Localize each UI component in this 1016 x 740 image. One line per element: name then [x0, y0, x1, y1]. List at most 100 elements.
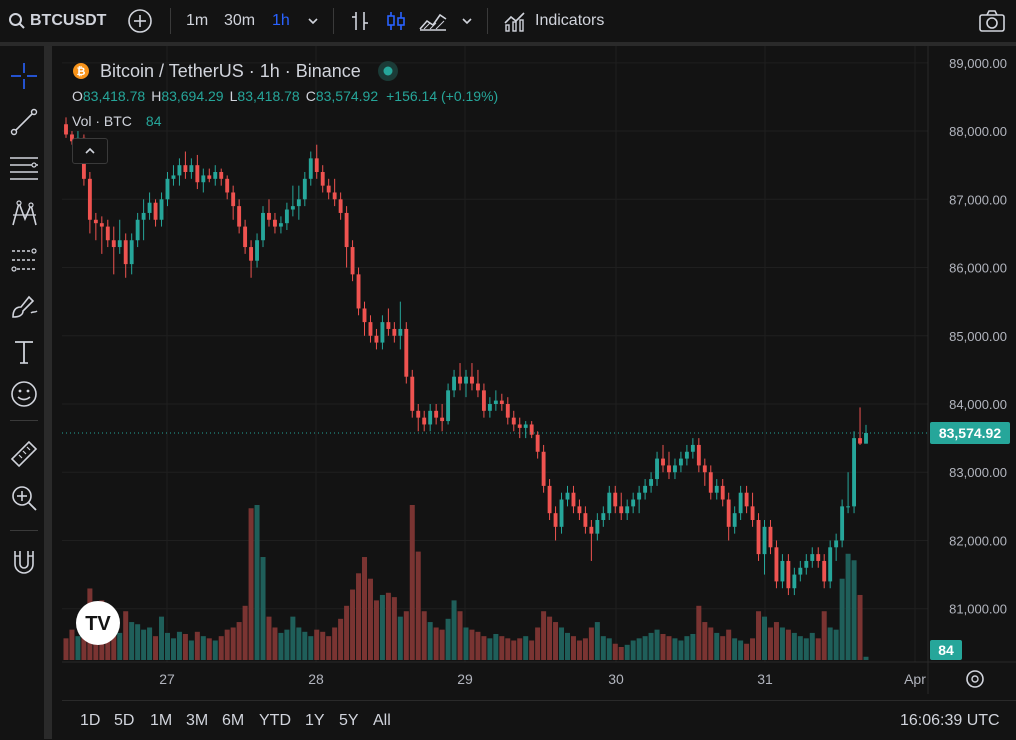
pattern-tool[interactable]	[6, 196, 42, 232]
high-value: 83,694.29	[161, 88, 224, 104]
collapse-legend-button[interactable]	[72, 138, 108, 164]
candle-body	[117, 240, 122, 248]
range-3m[interactable]: 3M	[186, 701, 208, 740]
volume-bar	[63, 638, 69, 660]
tradingview-logo-circle	[76, 601, 120, 645]
change-value: +156.14 (+0.19%)	[386, 88, 499, 104]
magnet-tool[interactable]	[6, 544, 42, 580]
close-value: 83,574.92	[315, 88, 379, 104]
prediction-tool[interactable]	[6, 242, 42, 278]
legend-volume-row[interactable]: Vol · BTC 84	[72, 108, 498, 134]
measure-tool[interactable]	[6, 436, 42, 472]
candle-body	[308, 158, 313, 179]
candle-body	[428, 410, 433, 425]
text-tool[interactable]	[6, 334, 42, 370]
emoji-tool[interactable]	[6, 376, 42, 412]
volume-bar	[654, 629, 660, 660]
volume-value: 84	[145, 113, 162, 129]
price-chart[interactable]: 89,000.00 88,000.00 87,000.00 86,000.00 85,0…	[62, 46, 1016, 694]
candle-body	[816, 554, 821, 561]
pattern-icon	[12, 200, 37, 226]
volume-bar	[457, 611, 463, 660]
candle-body	[858, 438, 862, 444]
volume-bar	[105, 638, 111, 660]
candle-body	[135, 219, 140, 241]
candles-style-button[interactable]	[384, 0, 408, 42]
volume-bar	[75, 636, 81, 660]
candle-body	[153, 202, 158, 220]
forecast-lines-icon	[11, 248, 37, 272]
brush-tool[interactable]	[6, 288, 42, 324]
candle-body	[70, 134, 74, 142]
interval-1h[interactable]: 1h	[272, 0, 290, 42]
candle-body	[231, 192, 236, 207]
candle-body	[690, 444, 695, 452]
chart-pane[interactable]: 89,000.00 88,000.00 87,000.00 86,000.00 85,0…	[62, 46, 1016, 694]
candle-body	[487, 404, 492, 411]
candle-body	[207, 175, 212, 179]
time-axis[interactable]: 27 28 29 30 31 Apr	[62, 661, 1016, 687]
candle-body	[458, 376, 462, 384]
fib-tool[interactable]	[6, 150, 42, 186]
volume-bar	[594, 622, 600, 660]
range-5y[interactable]: 5Y	[339, 701, 359, 740]
indicators-button[interactable]: Indicators	[503, 0, 604, 42]
candle-body	[267, 212, 271, 220]
bar-style-button[interactable]	[348, 0, 372, 42]
trend-line-tool[interactable]	[6, 104, 42, 140]
candle-body	[637, 492, 642, 500]
range-5y-label: 5Y	[339, 711, 359, 729]
volume-bar	[803, 638, 809, 660]
candle-body	[780, 560, 785, 582]
candle-body	[864, 433, 868, 444]
volume-bar	[117, 632, 123, 660]
candle-body	[237, 206, 242, 227]
range-6m[interactable]: 6M	[222, 701, 244, 740]
settings-button[interactable]	[966, 670, 984, 688]
area-style-button[interactable]	[418, 0, 448, 42]
bottom-toolbar: 1D 5D 1M 3M 6M YTD 1Y 5Y All 16:06:39 UT…	[62, 700, 1016, 740]
volume-bar	[690, 633, 696, 660]
volume-bar	[475, 631, 481, 660]
timezone-clock[interactable]: 16:06:39 UTC	[900, 701, 1000, 740]
candle-body	[165, 178, 170, 200]
crosshair-tool[interactable]	[6, 58, 42, 94]
volume-bar	[481, 636, 487, 660]
volume-bar	[672, 638, 678, 660]
range-1d[interactable]: 1D	[80, 701, 100, 740]
range-ytd[interactable]: YTD	[259, 701, 291, 740]
price-axis[interactable]: 89,000.00 88,000.00 87,000.00 86,000.00 85,0…	[927, 46, 1016, 694]
volume-bar	[296, 627, 302, 660]
indicators-label: Indicators	[535, 12, 605, 29]
range-all[interactable]: All	[373, 701, 391, 740]
volume-bar	[535, 627, 541, 660]
bars-icon	[352, 12, 368, 30]
range-5d[interactable]: 5D	[114, 701, 134, 740]
volume-bar	[499, 636, 505, 660]
volume-bar	[206, 638, 212, 660]
snapshot-button[interactable]	[978, 0, 1006, 42]
chart-style-dropdown[interactable]	[460, 0, 474, 42]
low-value: 83,418.78	[237, 88, 300, 104]
volume-bar	[153, 636, 159, 660]
volume-bar	[588, 627, 594, 660]
symbol-search[interactable]: BTCUSDT	[8, 0, 106, 42]
candle-body	[87, 178, 92, 220]
legend-title[interactable]: Bitcoin / TetherUS · 1h · Binance	[100, 60, 361, 81]
range-1y[interactable]: 1Y	[305, 701, 325, 740]
tradingview-logo[interactable]: TV	[76, 601, 120, 645]
volume-bar	[182, 633, 188, 660]
candle-body	[726, 499, 731, 527]
volume-bar	[612, 643, 618, 660]
range-1m[interactable]: 1M	[150, 701, 172, 740]
volume-bar	[147, 627, 153, 660]
interval-30m[interactable]: 30m	[224, 0, 255, 42]
interval-1m[interactable]: 1m	[186, 0, 208, 42]
interval-dropdown[interactable]	[306, 0, 320, 42]
volume-bar	[570, 636, 576, 660]
zoom-tool[interactable]	[6, 480, 42, 516]
volume-bar	[362, 557, 368, 660]
candle-body	[619, 506, 624, 514]
compare-button[interactable]	[127, 0, 153, 42]
candle-body	[684, 451, 689, 459]
